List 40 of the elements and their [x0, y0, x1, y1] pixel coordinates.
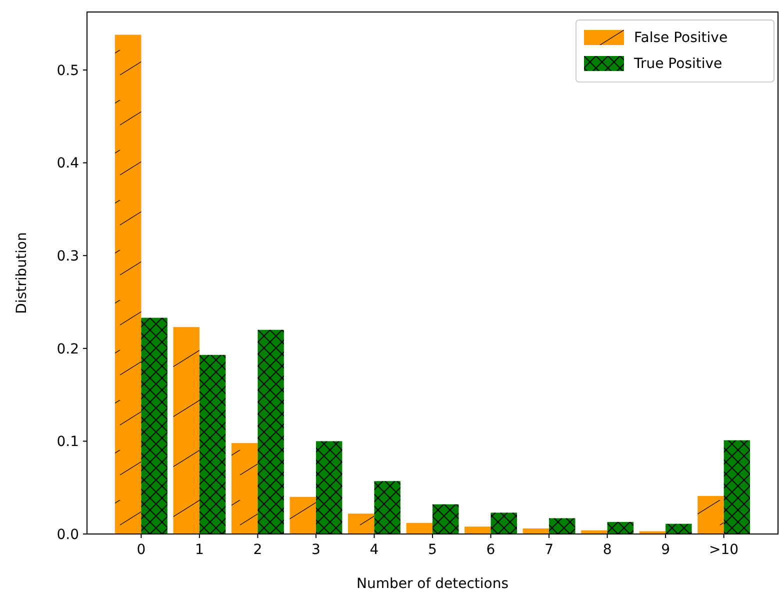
legend-label: False Positive: [634, 30, 728, 46]
x-tick-label: >10: [709, 542, 739, 558]
bar: [549, 518, 576, 534]
y-tick-label: 0.5: [56, 62, 79, 79]
x-tick-label: 4: [370, 542, 379, 558]
y-axis-title: Distribution: [14, 232, 30, 314]
bar: [607, 522, 634, 534]
bar: [432, 504, 459, 534]
y-tick-label: 0.1: [56, 434, 79, 450]
bar: [406, 522, 432, 534]
bar: [464, 526, 491, 534]
bar: [698, 496, 724, 534]
y-tick-label: 0.4: [56, 156, 80, 172]
x-tick-label: 6: [486, 542, 496, 558]
x-tick-label: 9: [661, 542, 670, 558]
bar: [374, 481, 400, 534]
y-tick-label: 0.0: [56, 526, 79, 543]
x-tick-label: 2: [253, 542, 262, 558]
bar: [231, 443, 258, 534]
bar: [199, 354, 226, 534]
bar: [348, 514, 374, 534]
bar: [141, 318, 168, 534]
y-tick-label: 0.2: [56, 341, 79, 358]
bar: [114, 34, 142, 534]
x-tick-label: 0: [136, 542, 146, 558]
bar: [290, 496, 316, 534]
bar: [724, 440, 750, 534]
bar: [258, 330, 284, 534]
y-tick-label: 0.3: [56, 248, 79, 264]
bar: [490, 512, 517, 534]
x-tick-label: 1: [194, 542, 204, 558]
legend-label: True Positive: [633, 56, 722, 72]
x-tick-label: 7: [544, 542, 554, 558]
bar: [666, 524, 692, 534]
bar: [316, 441, 342, 534]
x-tick-label: 8: [602, 542, 612, 558]
x-tick-label: 5: [428, 542, 437, 558]
x-axis-title: Number of detections: [356, 576, 509, 592]
x-tick-label: 3: [312, 542, 320, 558]
bar: [173, 327, 200, 534]
